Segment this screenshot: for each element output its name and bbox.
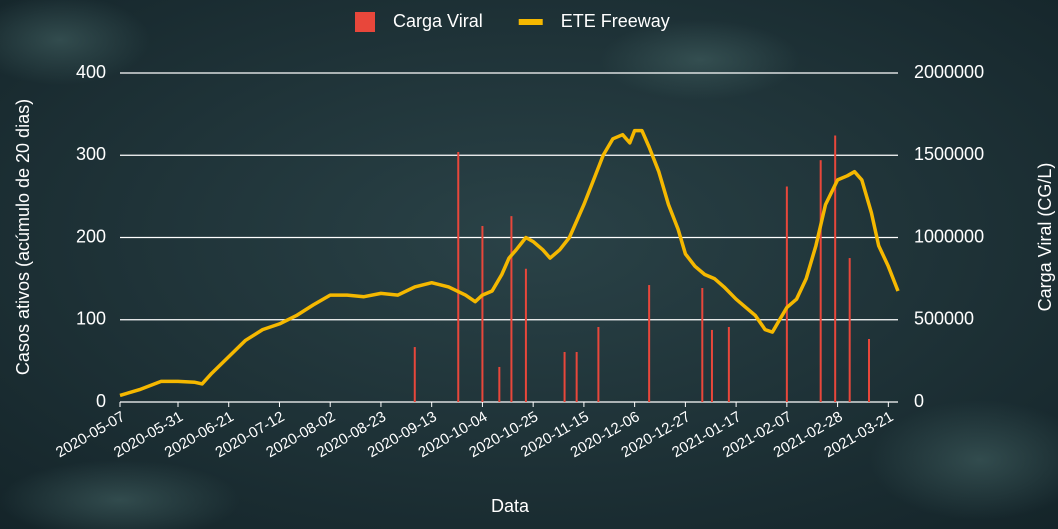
y2-tick-label: 1500000 [914, 144, 984, 164]
bar [848, 258, 851, 402]
y-tick-label: 100 [76, 309, 106, 329]
bar [597, 326, 600, 402]
background-leaf [870, 400, 1058, 520]
bar [710, 329, 713, 402]
bar [481, 225, 484, 402]
y-axis-title: Casos ativos (acúmulo de 20 dias) [13, 99, 33, 375]
bar [413, 347, 416, 402]
y2-tick-label: 2000000 [914, 62, 984, 82]
y-tick-label: 300 [76, 144, 106, 164]
bar [498, 366, 501, 402]
legend-swatch [518, 19, 543, 25]
legend-label: Carga Viral [393, 11, 483, 31]
y2-tick-label: 500000 [914, 309, 974, 329]
y-tick-label: 200 [76, 226, 106, 246]
x-axis-title: Data [491, 496, 530, 516]
bar [868, 338, 871, 402]
bar [524, 268, 527, 402]
bar [457, 151, 460, 402]
bar [510, 216, 513, 402]
y2-tick-label: 1000000 [914, 226, 984, 246]
y2-axis-title: Carga Viral (CG/L) [1035, 163, 1055, 312]
bar [785, 186, 788, 402]
bar [834, 135, 837, 402]
bar [701, 288, 704, 402]
y2-tick-label: 0 [914, 391, 924, 411]
y-tick-label: 0 [96, 391, 106, 411]
bar [819, 160, 822, 402]
background-leaf [0, 0, 150, 85]
legend-label: ETE Freeway [561, 11, 670, 31]
legend-swatch [355, 12, 375, 32]
bar [727, 326, 730, 402]
bar [563, 351, 566, 402]
background-leaf [0, 460, 240, 529]
background-leaf [600, 20, 800, 100]
bar [648, 285, 651, 402]
bar [575, 351, 578, 402]
line [119, 128, 900, 398]
y-tick-label: 400 [76, 62, 106, 82]
